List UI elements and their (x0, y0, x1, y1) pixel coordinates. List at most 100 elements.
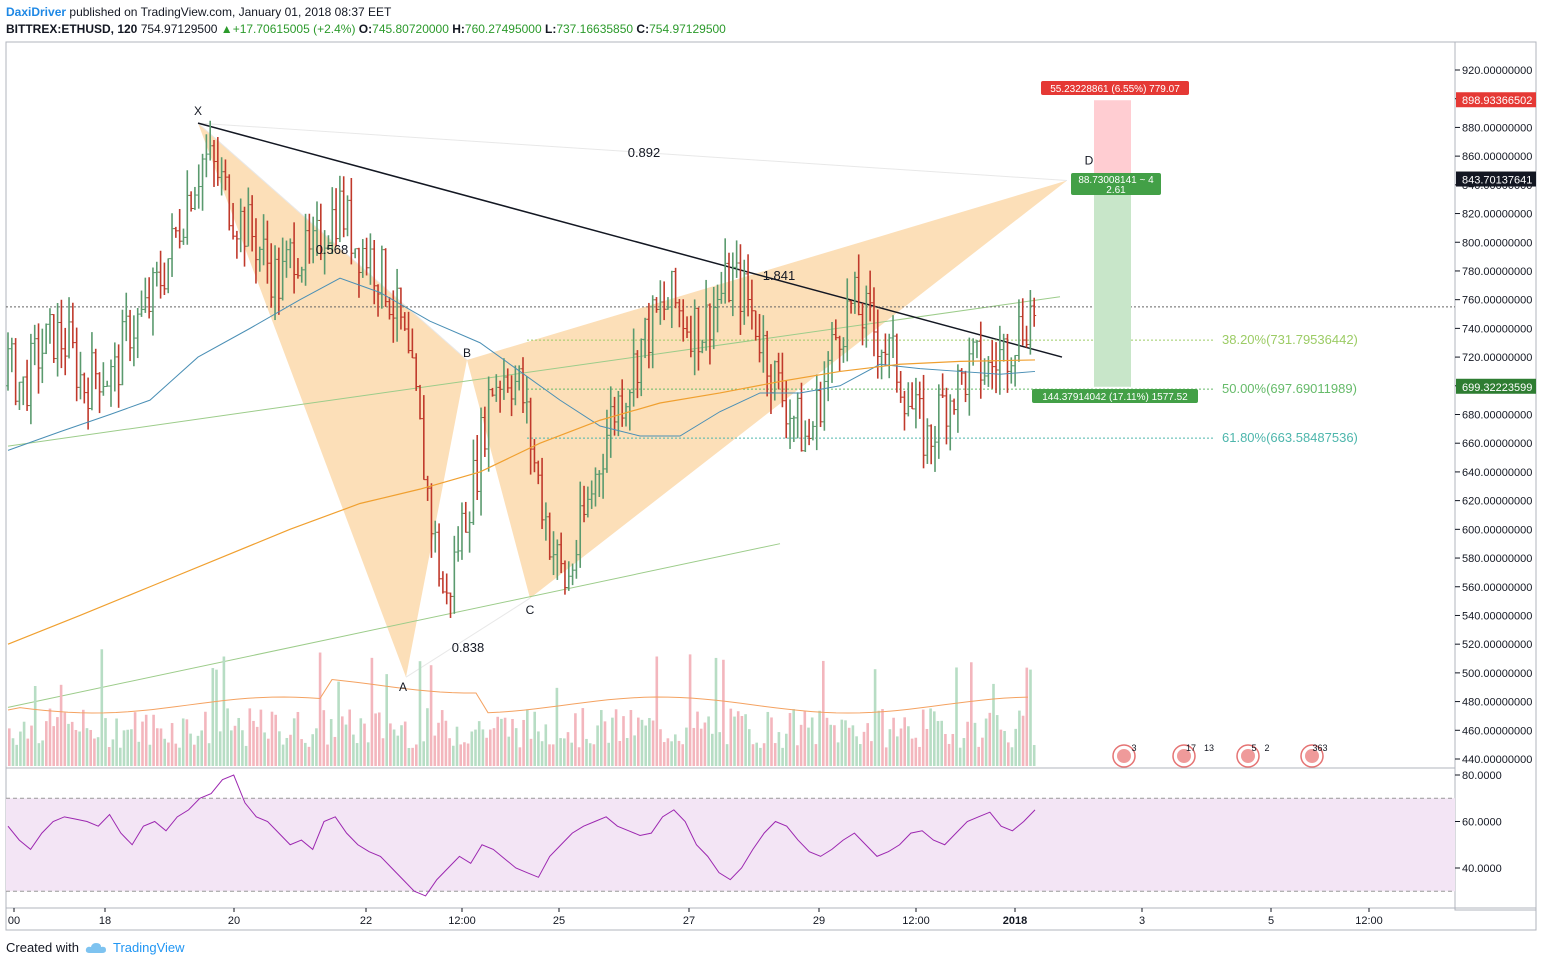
volume-bar (600, 710, 603, 766)
volume-bar (415, 744, 418, 766)
volume-bar (444, 720, 448, 766)
volume-bar (289, 734, 292, 766)
time-tick-label: 27 (683, 915, 695, 927)
volume-bar (267, 738, 270, 766)
price-tick-label: 860.00000000 (1462, 151, 1532, 163)
volume-bar (366, 742, 370, 766)
long-position-tool: 55.23228861 (6.55%) 779.07 88.73008141 ~ … (1032, 81, 1198, 403)
volume-bar (1003, 730, 1006, 766)
volume-bar (981, 737, 984, 766)
volume-bar (389, 723, 392, 766)
price-tick-label: 740.00000000 (1462, 323, 1532, 335)
volume-bar (844, 720, 847, 766)
volume-bar (489, 729, 492, 766)
volume-bar (603, 721, 607, 766)
rsi-tick-label: 60.0000 (1462, 817, 1502, 829)
volume-bar (315, 728, 318, 766)
rsi-line (7, 774, 1036, 897)
time-tick-label: 12:00 (448, 915, 476, 927)
volume-bar (111, 739, 115, 766)
volume-bar (144, 714, 148, 766)
price-tag-bg (1456, 92, 1536, 108)
volume-bar (281, 744, 285, 766)
tradingview-link[interactable]: TradingView (112, 940, 185, 955)
volume-bar (70, 721, 74, 766)
volume-bar (370, 657, 374, 766)
volume-bar (551, 744, 555, 766)
rsi-tick-label: 80.0000 (1462, 770, 1502, 782)
volume-bar (892, 717, 895, 766)
symbol-name[interactable]: BITTREX:ETHUSD, 120 (6, 22, 138, 36)
volume-bar (89, 729, 92, 766)
position-target-box (1041, 81, 1189, 95)
volume-bar (329, 719, 333, 766)
time-tick-label: 12:00 (1355, 915, 1383, 927)
volume-bar (637, 717, 640, 766)
volume-bar (518, 747, 522, 766)
volume-bar (921, 709, 925, 766)
volume-bar (244, 745, 248, 766)
time-tick-label: 12:00 (902, 915, 930, 927)
volume-bar (618, 740, 622, 766)
volume-bar (736, 711, 740, 766)
volume-bar (45, 721, 48, 766)
price-tick-label: 620.00000000 (1462, 496, 1532, 508)
volume-bar (574, 713, 577, 766)
volume-bar (422, 741, 425, 766)
volume-bar (448, 738, 451, 766)
volume-bar (311, 734, 314, 766)
price-tick-label: 500.00000000 (1462, 668, 1532, 680)
volume-bar (733, 716, 736, 766)
volume-bar (803, 711, 807, 766)
volume-bar (729, 708, 733, 766)
volume-bar (115, 718, 118, 766)
tradingview-cloud-icon (85, 942, 107, 954)
volume-bars (8, 649, 1036, 766)
volume-bar (870, 741, 873, 766)
pattern-point-label: A (399, 680, 407, 694)
volume-bar (1007, 742, 1010, 766)
volume-bar (67, 723, 70, 766)
volume-bar (847, 727, 851, 766)
volume-bar (403, 721, 407, 766)
volume-bar (814, 744, 818, 766)
volume-bar (614, 709, 618, 766)
volume-bar (392, 729, 396, 766)
author-link[interactable]: DaxiDriver (6, 5, 67, 19)
volume-bar (966, 721, 969, 766)
volume-bar (559, 738, 562, 766)
volume-bar (640, 719, 644, 766)
fib-level-label: 61.80%(663.58487536) (1222, 430, 1358, 445)
volume-bar (348, 709, 351, 766)
volume-bar (674, 734, 677, 766)
volume-bar (822, 660, 825, 766)
volume-bar (407, 747, 411, 766)
pattern-point-label: X (194, 104, 202, 118)
volume-bar (463, 742, 466, 766)
volume-bar (958, 747, 962, 766)
footer: Created with TradingView (6, 940, 185, 955)
rsi-tick-label: 40.0000 (1462, 863, 1502, 875)
price-tick-label: 720.00000000 (1462, 352, 1532, 364)
volume-bar (215, 669, 218, 766)
pattern-ratio-label: 0.838 (452, 640, 485, 655)
volume-bar (929, 708, 932, 766)
price-tag-bg (1456, 171, 1536, 187)
volume-bar (714, 657, 718, 766)
time-tick-label: 5 (1268, 915, 1274, 927)
us-flag-icon-inner (1117, 749, 1131, 763)
volume-bar (862, 731, 866, 766)
volume-bar (93, 738, 96, 766)
volume-bar (374, 713, 377, 766)
volume-bar (792, 709, 795, 766)
volume-bar (263, 732, 266, 766)
volume-bar (8, 728, 11, 766)
price-tick-label: 920.00000000 (1462, 65, 1532, 77)
volume-bar (248, 708, 252, 766)
volume-bar (836, 742, 840, 766)
volume-bar (955, 667, 958, 766)
volume-bar (825, 717, 829, 766)
volume-bar (563, 738, 566, 766)
volume-bar (322, 710, 326, 766)
